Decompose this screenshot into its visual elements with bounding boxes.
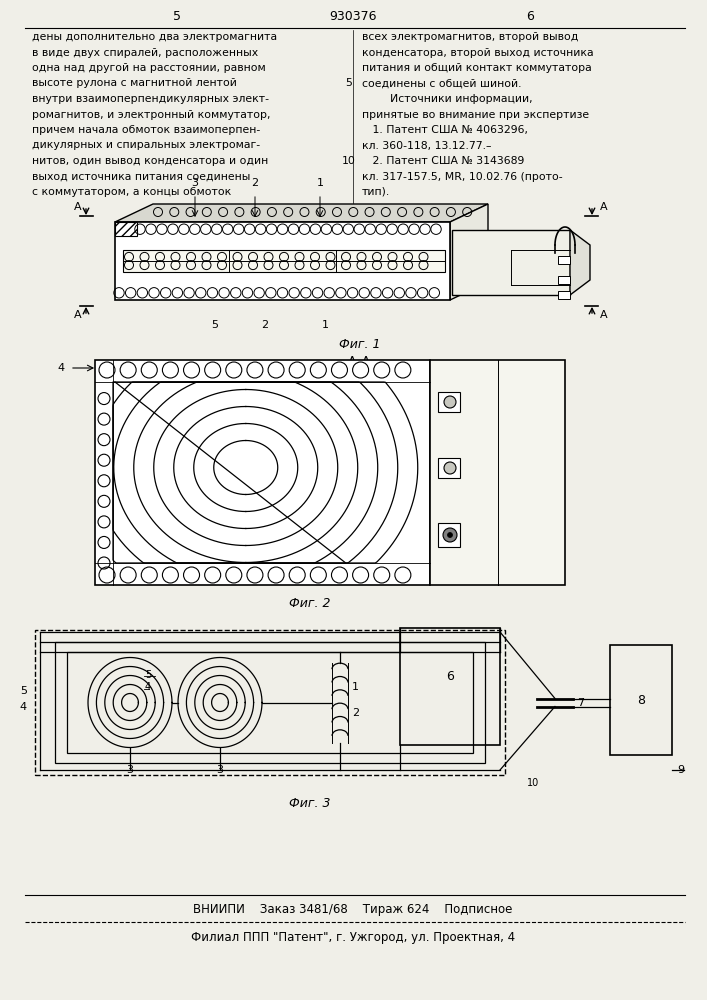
- Text: 1: 1: [317, 178, 324, 188]
- Text: А: А: [74, 310, 82, 320]
- Circle shape: [443, 528, 457, 542]
- Text: 8: 8: [637, 694, 645, 706]
- Text: всех электромагнитов, второй вывод: всех электромагнитов, второй вывод: [362, 32, 578, 42]
- Bar: [115, 222, 137, 236]
- Text: А: А: [600, 202, 607, 212]
- Bar: [558, 256, 570, 264]
- Circle shape: [444, 462, 456, 474]
- Text: 10: 10: [342, 156, 356, 166]
- Text: внутри взаимоперпендикулярных элект-: внутри взаимоперпендикулярных элект-: [32, 94, 269, 104]
- Text: Фиг. 1: Фиг. 1: [339, 338, 381, 351]
- Bar: [430, 360, 565, 585]
- Text: соединены с общей шиной.: соединены с общей шиной.: [362, 79, 522, 89]
- Text: кл. 317-157.5, MR, 10.02.76 (прото-: кл. 317-157.5, MR, 10.02.76 (прото-: [362, 172, 563, 182]
- Bar: [95, 360, 430, 585]
- Text: с коммутатором, а концы обмоток: с коммутатором, а концы обмоток: [32, 187, 231, 197]
- Text: нитов, один вывод конденсатора и один: нитов, один вывод конденсатора и один: [32, 156, 268, 166]
- Text: в виде двух спиралей, расположенных: в виде двух спиралей, расположенных: [32, 47, 258, 57]
- Text: А–А: А–А: [349, 355, 372, 368]
- Text: 3: 3: [127, 765, 134, 775]
- Polygon shape: [450, 204, 488, 300]
- Text: ромагнитов, и электронный коммутатор,: ромагнитов, и электронный коммутатор,: [32, 109, 271, 119]
- Text: одна над другой на расстоянии, равном: одна над другой на расстоянии, равном: [32, 63, 266, 73]
- Text: 7: 7: [577, 698, 584, 708]
- Bar: [558, 276, 570, 284]
- Text: 5: 5: [145, 670, 151, 680]
- Text: принятые во внимание при экспертизе: принятые во внимание при экспертизе: [362, 109, 589, 119]
- Text: А: А: [600, 310, 607, 320]
- Text: 5: 5: [173, 9, 181, 22]
- Text: конденсатора, второй выход источника: конденсатора, второй выход источника: [362, 47, 594, 57]
- Text: 4: 4: [58, 363, 65, 373]
- Circle shape: [444, 396, 456, 408]
- Text: 10: 10: [527, 778, 539, 788]
- Text: Фиг. 2: Фиг. 2: [289, 597, 331, 610]
- Text: 6: 6: [446, 670, 454, 683]
- Text: дены дополнительно два электромагнита: дены дополнительно два электромагнита: [32, 32, 277, 42]
- Text: выход источника питания соединены: выход источника питания соединены: [32, 172, 250, 182]
- Text: 5: 5: [20, 686, 27, 696]
- Circle shape: [448, 532, 452, 538]
- Text: 1: 1: [352, 682, 359, 692]
- Text: 6: 6: [526, 9, 534, 22]
- Text: 2: 2: [352, 708, 359, 718]
- Text: дикулярных и спиральных электромаг-: дикулярных и спиральных электромаг-: [32, 140, 260, 150]
- Text: тип).: тип).: [362, 187, 390, 197]
- Bar: [438, 523, 460, 547]
- Text: ВНИИПИ    Заказ 3481/68    Тираж 624    Подписное: ВНИИПИ Заказ 3481/68 Тираж 624 Подписное: [193, 902, 513, 916]
- Text: 5: 5: [346, 79, 352, 89]
- Polygon shape: [570, 230, 590, 295]
- Text: 2: 2: [252, 178, 259, 188]
- Bar: [400, 628, 500, 745]
- Text: питания и общий контакт коммутатора: питания и общий контакт коммутатора: [362, 63, 592, 73]
- Text: 4: 4: [20, 702, 27, 712]
- Text: причем начала обмоток взаимоперпен-: причем начала обмоток взаимоперпен-: [32, 125, 260, 135]
- Bar: [35, 630, 505, 775]
- Text: 1: 1: [322, 320, 329, 330]
- Text: Фиг. 3: Фиг. 3: [289, 797, 331, 810]
- Bar: [55, 642, 485, 763]
- Bar: [438, 458, 460, 478]
- Polygon shape: [115, 204, 488, 222]
- Text: 9: 9: [677, 765, 684, 775]
- Text: Источники информации,: Источники информации,: [362, 94, 532, 104]
- Text: кл. 360-118, 13.12.77.–: кл. 360-118, 13.12.77.–: [362, 140, 491, 150]
- Bar: [67, 652, 473, 753]
- Bar: [115, 222, 450, 300]
- Bar: [123, 250, 445, 272]
- Text: А: А: [74, 202, 82, 212]
- Text: 4: 4: [145, 682, 151, 692]
- Text: 2: 2: [262, 320, 269, 330]
- Text: 930376: 930376: [329, 9, 377, 22]
- Bar: [438, 392, 460, 412]
- Bar: [610, 645, 672, 755]
- Text: 5: 5: [211, 320, 218, 330]
- Bar: [558, 291, 570, 299]
- Text: 3: 3: [192, 178, 199, 188]
- Text: 2. Патент США № 3143689: 2. Патент США № 3143689: [362, 156, 525, 166]
- Text: Филиал ППП "Патент", г. Ужгород, ул. Проектная, 4: Филиал ППП "Патент", г. Ужгород, ул. Про…: [191, 932, 515, 944]
- Text: высоте рулона с магнитной лентой: высоте рулона с магнитной лентой: [32, 79, 237, 89]
- Text: 3: 3: [216, 765, 223, 775]
- Bar: [452, 230, 570, 295]
- Text: 1. Патент США № 4063296,: 1. Патент США № 4063296,: [362, 125, 528, 135]
